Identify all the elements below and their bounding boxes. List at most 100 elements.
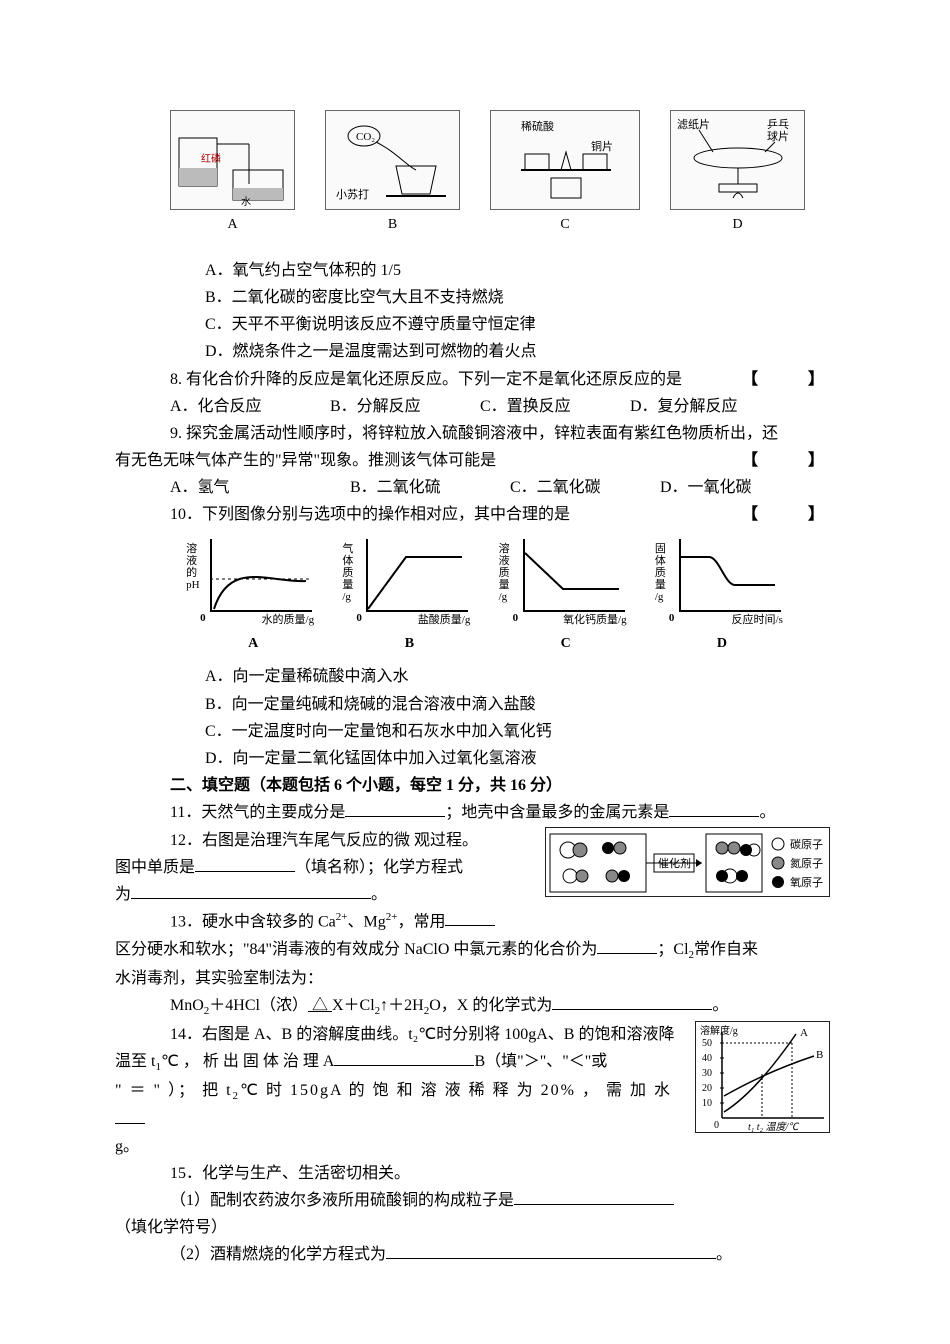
q12-l3end: 。	[371, 886, 387, 903]
graph-b-ylab: 气 体 质 量 /g	[342, 543, 353, 603]
q13-l4mid: ＋4HCl（浓）	[209, 997, 308, 1014]
svg-text:B: B	[816, 1049, 823, 1061]
svg-text:30: 30	[702, 1068, 712, 1079]
q8-text: 8. 有化合价升降的反应是氧化还原反应。下列一定不是氧化还原反应的是 【 】	[115, 366, 830, 393]
q10-text: 10．下列图像分别与选项中的操作相对应，其中合理的是【 】	[115, 501, 830, 528]
solubility-chart-icon: 溶解度/g 50 40 30 20 10 0 A B t₁ t₂ 温度/℃	[696, 1022, 831, 1134]
q8-stem: 8. 有化合价升降的反应是氧化还原反应。下列一定不是氧化还原反应的是	[170, 371, 682, 388]
svg-text:氧原子: 氧原子	[790, 875, 823, 889]
q13-l1pre: 13．硬水中含较多的 Ca	[170, 913, 336, 930]
q13-blank3	[552, 1009, 712, 1010]
q10-bracket: 【 】	[742, 501, 830, 528]
q10-d: D．向一定量二氧化锰固体中加入过氧化氢溶液	[115, 745, 830, 772]
fig-c: 稀硫酸 铜片 C	[490, 110, 640, 237]
q15-l4pre: （2）酒精燃烧的化学方程式为	[170, 1246, 386, 1263]
q13-l4: MnO2＋4HCl（浓） △ X＋Cl2↑＋2H2O，X 的化学式为。	[115, 992, 830, 1021]
graph-b-label: B	[405, 632, 414, 656]
svg-text:10: 10	[702, 1098, 712, 1109]
graph-c-xlab: 氧化钙质量/g	[563, 611, 627, 630]
svg-text:稀硫酸: 稀硫酸	[521, 119, 554, 133]
q8-c: C．置换反应	[480, 393, 630, 420]
q10-c: C．一定温度时向一定量饱和石灰水中加入氧化钙	[115, 718, 830, 745]
svg-text:溶解度/g: 溶解度/g	[700, 1024, 738, 1037]
fig-b-label: B	[388, 213, 397, 237]
curve-b-icon	[366, 539, 466, 612]
q14-l3pre: " ＝ " ）； 把 t	[115, 1082, 233, 1099]
q13-sup2: 2+	[386, 911, 398, 923]
svg-text:0: 0	[714, 1120, 719, 1131]
q7-opt-d: D．燃烧条件之一是温度需达到可燃物的着火点	[115, 338, 830, 365]
fig-d-label: D	[732, 213, 742, 237]
fig-d-img: 滤纸片 乒乓 球片	[670, 110, 805, 210]
q11: 11．天然气的主要成分是；地壳中含量最多的金属元素是。	[115, 799, 830, 826]
q13-l4end: 。	[712, 997, 728, 1014]
svg-text:40: 40	[702, 1053, 712, 1064]
q9-b: B．二氧化硫	[350, 474, 510, 501]
fig-a-label: A	[227, 213, 237, 237]
q15-l2: （1）配制农药波尔多液所用硫酸铜的构成粒子是	[115, 1187, 830, 1214]
q9-l2-text: 有无色无味气体产生的"异常"现象。推测该气体可能是	[115, 452, 496, 469]
q13-l1mid: 、Mg	[348, 913, 386, 930]
svg-text:A: A	[800, 1027, 808, 1039]
q11-pre: 11．天然气的主要成分是	[170, 804, 345, 821]
q9-a: A．氢气	[170, 474, 350, 501]
q15-blank2	[386, 1258, 716, 1259]
q14-l3sub: 2	[233, 1090, 241, 1102]
graph-d-img: 固 体 质 量 /g 0 反应时间/s	[657, 535, 787, 630]
q13-l2end: 常作自来	[694, 941, 758, 958]
q14-blank2	[115, 1123, 145, 1124]
fig-a-img: 红磷 水	[170, 110, 295, 210]
q9-l1: 9. 探究金属活动性顺序时，将锌粒放入硫酸铜溶液中，锌粒表面有紫红色物质析出，还	[115, 420, 830, 447]
graph-b-xlab: 盐酸质量/g	[418, 611, 471, 630]
graph-c-label: C	[561, 632, 571, 656]
q13-l2: 区分硬水和软水；"84"消毒液的有效成分 NaClO 中氯元素的化合价为；Cl2…	[115, 936, 830, 965]
q12-blank1	[195, 871, 295, 872]
q12-l3pre: 为	[115, 886, 131, 903]
q15-l3: （填化学符号）	[115, 1214, 830, 1241]
q9-d: D．一氧化碳	[660, 474, 752, 501]
q13-l4pre: MnO	[170, 997, 204, 1014]
q13-delta: △	[308, 997, 332, 1014]
apparatus-d-icon: 滤纸片 乒乓 球片	[671, 110, 804, 210]
svg-text:红磷: 红磷	[201, 152, 221, 165]
q12-l2pre: 图中单质是	[115, 859, 195, 876]
graph-a: 溶 液 的 pH 7 0 水的质量/g A	[188, 535, 318, 656]
svg-text:t₁ t₂ 温度/℃: t₁ t₂ 温度/℃	[748, 1121, 800, 1133]
q14-l4: g。	[115, 1133, 830, 1160]
graph-d-label: D	[717, 632, 727, 656]
svg-text:小苏打: 小苏打	[336, 187, 369, 201]
curve-a-icon: 7	[210, 539, 310, 612]
svg-text:氮原子: 氮原子	[790, 856, 823, 870]
q7-opt-a: A．氧气约占空气体积的 1/5	[115, 257, 830, 284]
q14-blank1	[334, 1065, 474, 1066]
graph-d-ylab: 固 体 质 量 /g	[655, 543, 666, 603]
q12-blank2	[131, 898, 371, 899]
q15-blank1	[514, 1204, 674, 1205]
q8-bracket: 【 】	[742, 366, 830, 393]
q9-opts: A．氢气 B．二氧化硫 C．二氧化碳 D．一氧化碳	[115, 474, 830, 501]
section2-heading: 二、填空题（本题包括 6 个小题，每空 1 分，共 16 分）	[115, 772, 830, 799]
q11-mid: ；地壳中含量最多的金属元素是	[445, 804, 669, 821]
origin-b: 0	[356, 609, 362, 628]
apparatus-a-icon: 红磷 水	[171, 110, 294, 210]
q10-b: B．向一定量纯碱和烧碱的混合溶液中滴入盐酸	[115, 691, 830, 718]
graph-c-ylab: 溶 液 质 量 /g	[499, 543, 510, 603]
graph-a-xlab: 水的质量/g	[262, 611, 315, 630]
q14-l2mid2: B（填"＞"、"＜"或	[474, 1053, 607, 1070]
q15-l2pre: （1）配制农药波尔多液所用硫酸铜的构成粒子是	[170, 1192, 514, 1209]
q14-l2pre: 温至 t	[115, 1053, 155, 1070]
origin-a: 0	[200, 609, 206, 628]
q13-l3: 水消毒剂，其实验室制法为：	[115, 965, 830, 992]
graph-d: 固 体 质 量 /g 0 反应时间/s D	[657, 535, 787, 656]
graph-c: 溶 液 质 量 /g 0 氧化钙质量/g C	[501, 535, 631, 656]
svg-text:球片: 球片	[767, 129, 789, 143]
q13-l1mid2: ，常用	[397, 913, 445, 930]
q12-l2mid: （填名称）；化学方程式	[295, 859, 463, 876]
q13-sup1: 2+	[336, 911, 348, 923]
q13-l2pre: 区分硬水和软水；"84"消毒液的有效成分 NaClO 中氯元素的化合价为	[115, 941, 597, 958]
q14-l2mid: ℃ ， 析 出 固 体 治 理 A	[161, 1053, 335, 1070]
q11-blank2	[669, 816, 759, 817]
q8-a: A．化合反应	[170, 393, 330, 420]
apparatus-c-icon: 稀硫酸 铜片	[491, 110, 639, 210]
origin-c: 0	[513, 609, 519, 628]
